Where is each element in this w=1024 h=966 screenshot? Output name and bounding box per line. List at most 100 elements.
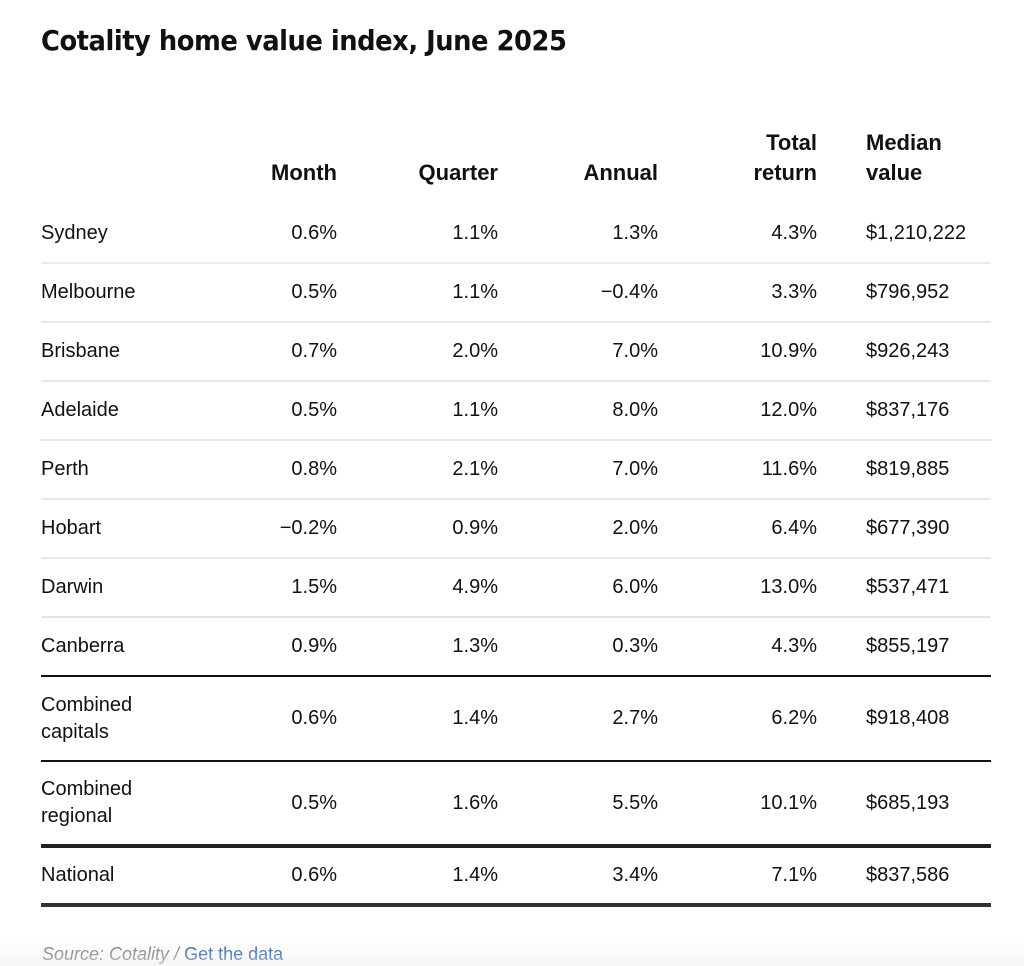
cell-quarter: 0.9% [337,499,498,559]
region-name-line1: Adelaide [41,399,119,421]
cell-total-return: 4.3% [658,617,817,677]
header-region [41,120,241,204]
region-name-line1: Sydney [41,221,108,244]
cell-region: Sydney [41,204,241,264]
cell-month: 0.5% [241,381,337,441]
cell-quarter: 1.1% [337,381,498,441]
cell-region: Canberra [41,617,241,677]
header-quarter: Quarter [418,160,498,185]
cell-annual: 8.0% [498,381,658,441]
cell-month: 0.5% [241,761,337,848]
cell-region: Brisbane [41,322,241,382]
cell-annual: 7.0% [498,322,658,382]
table-header-row: Month Quarter Annual Total return Median v… [41,120,991,204]
cell-month: 0.5% [241,263,337,323]
cell-quarter: 1.3% [337,617,498,677]
header-median-line2: value [866,160,923,185]
source-text: Source: Cotality / [42,944,185,964]
cell-month: 0.8% [241,440,337,500]
table-row-perth: Perth 0.8% 2.1% 7.0% 11.6% $819,885 [41,440,991,500]
table-row-brisbane: Brisbane 0.7% 2.0% 7.0% 10.9% $926,243 [41,322,991,382]
cell-total-return: 4.3% [658,204,817,264]
cell-median-value: $926,243 [817,322,991,382]
cell-quarter: 1.1% [337,263,498,323]
cell-total-return: 3.3% [658,263,817,323]
region-name-line1: Combined [41,778,133,800]
table-row-adelaide: Adelaide 0.5% 1.1% 8.0% 12.0% $837,176 [41,381,991,441]
cell-region: Hobart [41,499,241,559]
cell-annual: 2.7% [498,676,658,762]
region-name-line1: Brisbane [41,340,120,362]
table-title: Cotality home value index, June 2025 [41,24,567,57]
cell-annual: 5.5% [498,761,658,848]
cell-total-return: 12.0% [658,381,817,441]
table-row-canberra: Canberra 0.9% 1.3% 0.3% 4.3% $855,197 [41,617,991,677]
region-name-line1: Hobart [41,517,102,539]
cell-month: 0.6% [241,846,337,907]
table-row-hobart: Hobart −0.2% 0.9% 2.0% 6.4% $677,390 [41,499,991,559]
cell-month: 0.6% [241,204,337,264]
cell-annual: 7.0% [498,440,658,500]
table-row-darwin: Darwin 1.5% 4.9% 6.0% 13.0% $537,471 [41,558,991,618]
cell-quarter: 1.6% [337,761,498,848]
get-the-data-link[interactable]: Get the data [184,944,284,964]
cell-region: Adelaide [41,381,241,441]
region-name-line1: Combined [41,693,133,716]
cell-total-return: 10.9% [658,322,817,382]
cell-total-return: 13.0% [658,558,817,618]
header-total-line1: Total [766,130,817,155]
header-median-line1: Median [866,130,942,155]
cell-median-value: $796,952 [817,263,991,323]
cell-total-return: 11.6% [658,440,817,500]
cell-region: National [41,846,241,907]
region-name-line2: regional [41,805,113,827]
cell-region: Perth [41,440,241,500]
region-name-line1: Darwin [41,576,104,598]
cell-month: 0.9% [241,617,337,677]
cell-total-return: 6.2% [658,676,817,762]
cell-quarter: 2.1% [337,440,498,500]
cell-total-return: 10.1% [658,761,817,848]
cell-quarter: 2.0% [337,322,498,382]
cell-region: Combined regional [41,761,241,848]
region-name-line1: Perth [41,458,89,480]
header-annual: Annual [583,160,658,185]
region-name-line1: Melbourne [41,281,136,303]
cell-median-value: $837,176 [817,381,991,441]
cell-annual: −0.4% [498,263,658,323]
cell-median-value: $685,193 [817,761,991,848]
cell-annual: 0.3% [498,617,658,677]
cell-annual: 1.3% [498,204,658,264]
cell-annual: 3.4% [498,846,658,907]
cell-month: 0.7% [241,322,337,382]
cell-quarter: 1.1% [337,204,498,264]
header-total-line2: return [753,160,817,185]
cell-annual: 2.0% [498,499,658,559]
cell-month: −0.2% [241,499,337,559]
cell-month: 1.5% [241,558,337,618]
cell-total-return: 6.4% [658,499,817,559]
source-line: Source: Cotality / Get the data [42,944,283,965]
table-row-sydney: Sydney 0.6% 1.1% 1.3% 4.3% $1,210,222 [41,204,991,264]
cell-annual: 6.0% [498,558,658,618]
cell-quarter: 4.9% [337,558,498,618]
home-value-table: Month Quarter Annual Total return Median v… [41,120,991,907]
cell-region: Darwin [41,558,241,618]
cell-total-return: 7.1% [658,846,817,907]
cell-median-value: $677,390 [817,499,991,559]
cell-median-value: $1,210,222 [817,204,991,264]
cell-region: Combined capitals [41,676,241,762]
cell-median-value: $855,197 [817,617,991,677]
region-name-line2: capitals [41,720,109,743]
cell-median-value: $918,408 [817,676,991,762]
table-row-combined-regional: Combined regional 0.5% 1.6% 5.5% 10.1% $685,19… [41,761,991,848]
cell-month: 0.6% [241,676,337,762]
cell-quarter: 1.4% [337,676,498,762]
region-name-line1: National [41,864,115,886]
header-total-return: Total return [658,120,817,204]
table-row-melbourne: Melbourne 0.5% 1.1% −0.4% 3.3% $796,952 [41,263,991,323]
cell-median-value: $819,885 [817,440,991,500]
cell-median-value: $837,586 [817,846,991,907]
region-name-line1: Canberra [41,635,125,657]
table-row-combined-capitals: Combined capitals 0.6% 1.4% 2.7% 6.2% $918,408 [41,676,991,762]
